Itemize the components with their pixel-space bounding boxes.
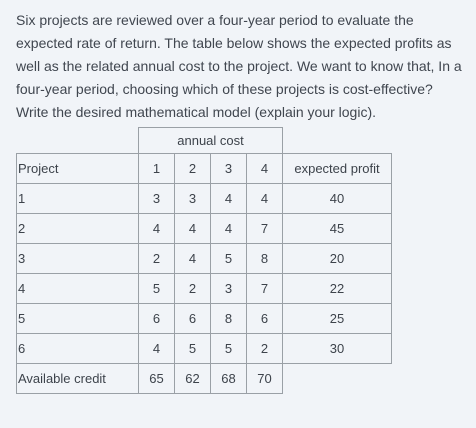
profit-cell: 30 <box>282 333 392 364</box>
cost-cell: 5 <box>174 333 211 364</box>
credit-cell: 65 <box>138 363 175 394</box>
profit-header: expected profit <box>282 153 392 184</box>
table-row: 3 2 4 5 8 20 <box>16 243 392 274</box>
cost-cell: 7 <box>246 213 283 244</box>
project-cell: 4 <box>16 273 139 304</box>
year-header: 2 <box>174 153 211 184</box>
credit-row: Available credit 65 62 68 70 <box>16 363 392 394</box>
cost-cell: 6 <box>174 303 211 334</box>
project-header: Project <box>16 153 139 184</box>
blank-cell <box>16 127 139 154</box>
cost-cell: 4 <box>174 243 211 274</box>
cost-cell: 6 <box>246 303 283 334</box>
cost-cell: 7 <box>246 273 283 304</box>
cost-cell: 3 <box>138 183 175 214</box>
cost-cell: 2 <box>246 333 283 364</box>
cost-cell: 4 <box>174 213 211 244</box>
cost-cell: 5 <box>138 273 175 304</box>
cost-cell: 4 <box>210 183 247 214</box>
project-cell: 2 <box>16 213 139 244</box>
project-cell: 6 <box>16 333 139 364</box>
cost-cell: 3 <box>174 183 211 214</box>
cost-cell: 4 <box>246 183 283 214</box>
profit-cell: 40 <box>282 183 392 214</box>
table-row: 6 4 5 5 2 30 <box>16 333 392 364</box>
table-row: 5 6 6 8 6 25 <box>16 303 392 334</box>
credit-cell: 62 <box>174 363 211 394</box>
project-cell: 5 <box>16 303 139 334</box>
cost-cell: 6 <box>138 303 175 334</box>
cost-cell: 2 <box>138 243 175 274</box>
year-header: 3 <box>210 153 247 184</box>
profit-cell: 25 <box>282 303 392 334</box>
cost-cell: 5 <box>210 243 247 274</box>
blank-cell <box>282 363 392 394</box>
project-cell: 3 <box>16 243 139 274</box>
column-header-row: Project 1 2 3 4 expected profit <box>16 153 392 184</box>
cost-cell: 4 <box>138 213 175 244</box>
question-text: Six projects are reviewed over a four-ye… <box>16 12 462 120</box>
table-row: 1 3 3 4 4 40 <box>16 183 392 214</box>
credit-cell: 68 <box>210 363 247 394</box>
credit-label: Available credit <box>16 363 139 394</box>
cost-cell: 5 <box>210 333 247 364</box>
annual-cost-header: annual cost <box>138 127 283 154</box>
year-header: 1 <box>138 153 175 184</box>
cost-cell: 8 <box>246 243 283 274</box>
profit-cell: 20 <box>282 243 392 274</box>
year-header: 4 <box>246 153 283 184</box>
credit-cell: 70 <box>246 363 283 394</box>
group-header-row: annual cost <box>16 127 392 154</box>
table-row: 2 4 4 4 7 45 <box>16 213 392 244</box>
table-row: 4 5 2 3 7 22 <box>16 273 392 304</box>
profit-cell: 22 <box>282 273 392 304</box>
cost-cell: 8 <box>210 303 247 334</box>
cost-cell: 2 <box>174 273 211 304</box>
profit-cell: 45 <box>282 213 392 244</box>
cost-cell: 4 <box>138 333 175 364</box>
blank-cell <box>282 127 392 154</box>
project-cell: 1 <box>16 183 139 214</box>
cost-table: annual cost Project 1 2 3 4 expected pro… <box>16 127 392 394</box>
cost-cell: 3 <box>210 273 247 304</box>
cost-cell: 4 <box>210 213 247 244</box>
